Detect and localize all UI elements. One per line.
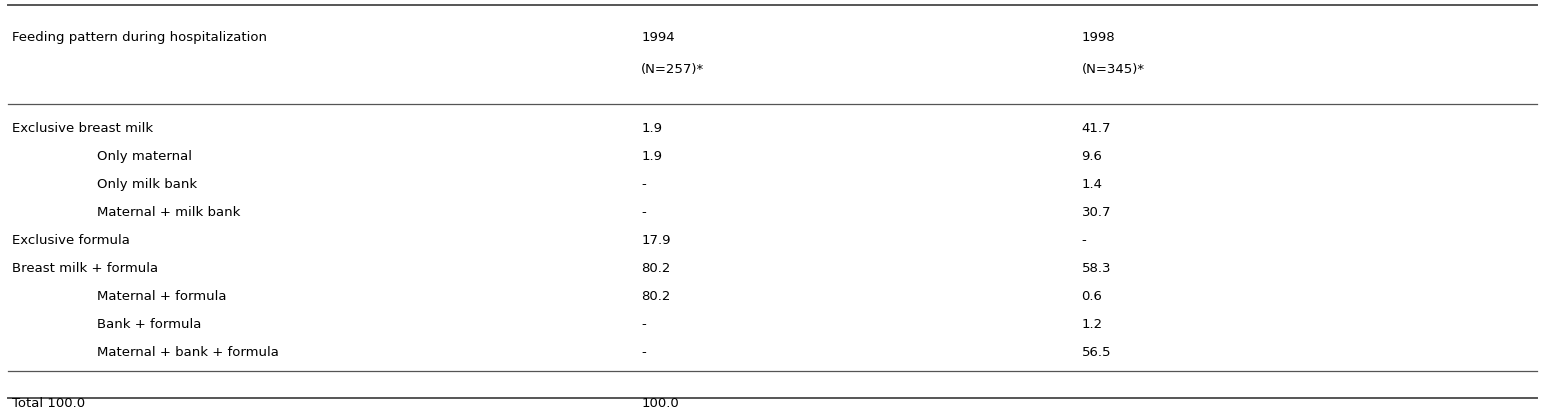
- Text: 56.5: 56.5: [1082, 346, 1111, 359]
- Text: -: -: [641, 206, 646, 219]
- Text: -: -: [641, 318, 646, 331]
- Text: (N=257)*: (N=257)*: [641, 63, 705, 76]
- Text: -: -: [641, 346, 646, 359]
- Text: 17.9: 17.9: [641, 234, 671, 247]
- Text: 80.2: 80.2: [641, 290, 671, 303]
- Text: Exclusive breast milk: Exclusive breast milk: [12, 122, 153, 135]
- Text: Maternal + milk bank: Maternal + milk bank: [97, 206, 241, 219]
- Text: 58.3: 58.3: [1082, 262, 1111, 275]
- Text: Exclusive formula: Exclusive formula: [12, 234, 130, 247]
- Text: Maternal + formula: Maternal + formula: [97, 290, 227, 303]
- Text: 1.9: 1.9: [641, 122, 663, 135]
- Text: 1994: 1994: [641, 31, 675, 44]
- Text: Feeding pattern during hospitalization: Feeding pattern during hospitalization: [12, 31, 267, 44]
- Text: Breast milk + formula: Breast milk + formula: [12, 262, 159, 275]
- Text: 1998: 1998: [1082, 31, 1115, 44]
- Text: 80.2: 80.2: [641, 262, 671, 275]
- Text: 0.6: 0.6: [1082, 290, 1103, 303]
- Text: Maternal + bank + formula: Maternal + bank + formula: [97, 346, 280, 359]
- Text: -: -: [1082, 234, 1086, 247]
- Text: 1.2: 1.2: [1082, 318, 1103, 331]
- Text: Only maternal: Only maternal: [97, 151, 192, 163]
- Text: Only milk bank: Only milk bank: [97, 178, 198, 191]
- Text: Total 100.0: Total 100.0: [12, 397, 85, 408]
- Text: 41.7: 41.7: [1082, 122, 1111, 135]
- Text: 1.4: 1.4: [1082, 178, 1103, 191]
- Text: 30.7: 30.7: [1082, 206, 1111, 219]
- Text: 100.0: 100.0: [641, 397, 678, 408]
- Text: -: -: [641, 178, 646, 191]
- Text: (N=345)*: (N=345)*: [1082, 63, 1145, 76]
- Text: 1.9: 1.9: [641, 151, 663, 163]
- Text: Bank + formula: Bank + formula: [97, 318, 202, 331]
- Text: 9.6: 9.6: [1082, 151, 1103, 163]
